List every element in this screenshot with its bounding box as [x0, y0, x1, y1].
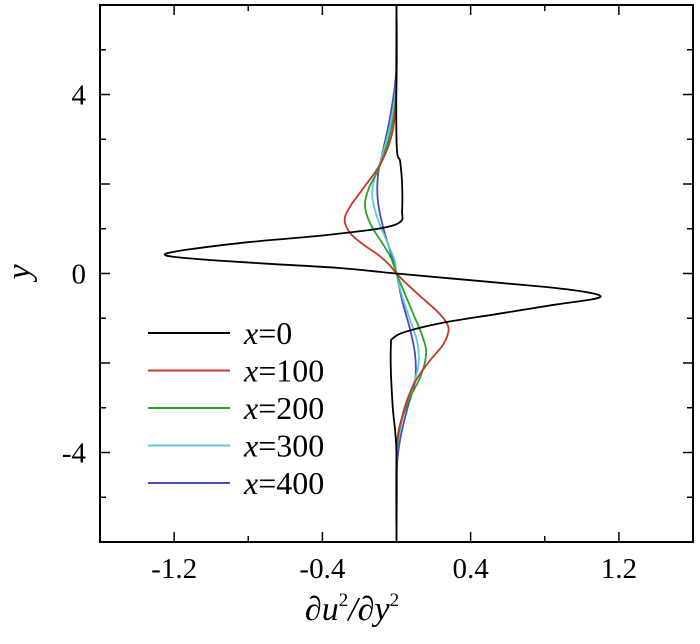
x-tick-label: -1.2: [151, 553, 197, 585]
x-tick-label: 1.2: [601, 553, 637, 585]
y-axis-title: y: [1, 264, 38, 283]
series-line: [163, 4, 602, 543]
series-lines: [163, 4, 602, 543]
legend-label: x=100: [243, 353, 324, 389]
x-tick-label: -0.4: [299, 553, 345, 585]
y-tick-label: -4: [62, 438, 87, 470]
legend-label: x=0: [243, 315, 292, 351]
x-axis-title: ∂u2/∂y2: [305, 590, 399, 628]
y-tick-label: 4: [72, 80, 87, 112]
x-tick-label: 0.4: [453, 553, 490, 585]
axis-tick-labels: -1.2 -0.4 0.4 1.2 4 0 -4: [62, 80, 637, 586]
legend-label: x=200: [243, 390, 324, 426]
legend-label: x=400: [243, 465, 324, 501]
legend-label: x=300: [243, 428, 324, 464]
y-tick-label: 0: [72, 259, 87, 291]
